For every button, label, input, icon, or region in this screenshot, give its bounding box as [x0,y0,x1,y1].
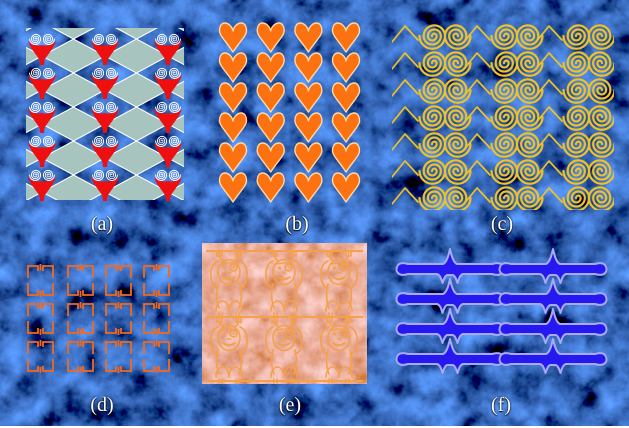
panel-d-pattern [24,260,174,378]
figure-bottom-rule [0,426,629,428]
panel-b-label: (b) [285,213,309,235]
panel-b-pattern [214,18,364,210]
frieze-bars [206,250,363,382]
panel-e-label: (e) [278,394,302,416]
panel-e-pattern [202,243,367,384]
panel-c-pattern [392,18,614,210]
panel-f-pattern [395,248,608,374]
panel-f-label: (f) [491,394,511,416]
panel-c-label: (c) [490,213,514,235]
panel-a-pattern [26,28,184,206]
panel-d-label: (d) [90,394,114,416]
panel-a-label: (a) [90,213,114,235]
